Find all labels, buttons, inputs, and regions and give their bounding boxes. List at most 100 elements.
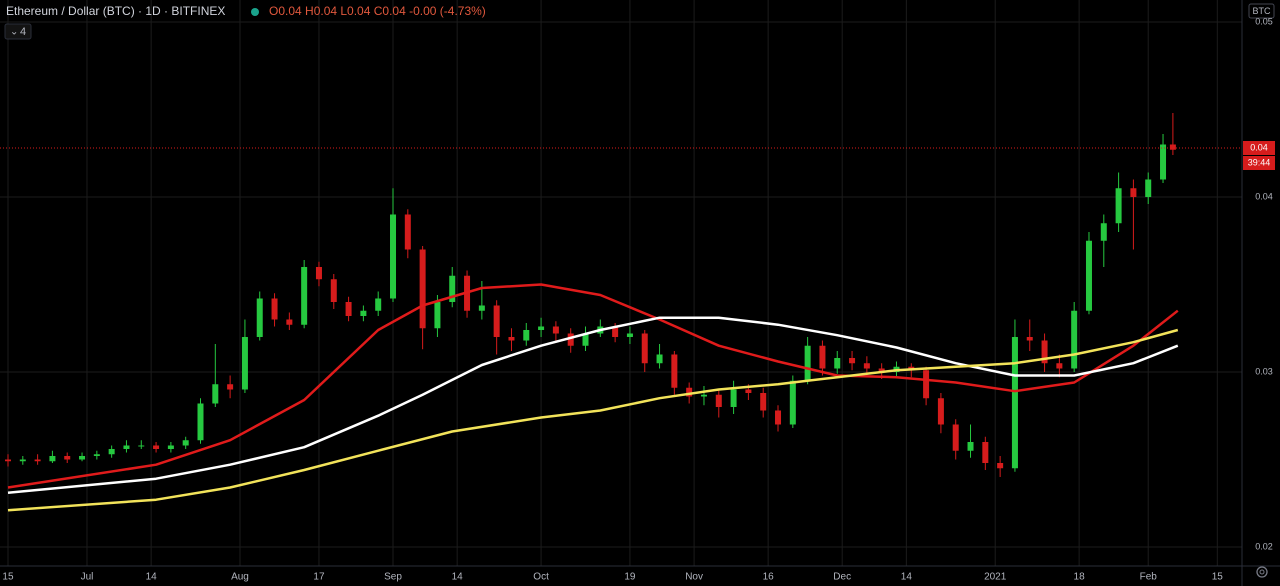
- candle-body: [241, 336, 248, 390]
- candle-body: [508, 336, 515, 341]
- status-dot: [251, 8, 259, 16]
- candle-body: [49, 455, 56, 462]
- candle-body: [1071, 310, 1078, 369]
- candle-body: [626, 333, 633, 337]
- candle-body: [93, 454, 100, 456]
- candle-body: [390, 214, 397, 299]
- indicator-count: 4: [20, 26, 26, 38]
- moving-average: [7, 328, 1179, 512]
- candle-body: [1085, 240, 1092, 311]
- candle-body: [419, 249, 426, 329]
- x-tick-label: Aug: [231, 572, 249, 583]
- candle-body: [967, 441, 974, 451]
- y-tick-label: 0.03: [1255, 366, 1273, 376]
- candle-body: [1145, 179, 1152, 197]
- last-price-label: 0.04: [1250, 142, 1268, 152]
- candle-body: [1026, 336, 1033, 341]
- candle-body: [4, 459, 11, 462]
- candle-body: [760, 392, 767, 411]
- candle-body: [1160, 144, 1167, 180]
- candle-body: [449, 275, 456, 302]
- countdown-badge: [1243, 155, 1275, 170]
- x-tick-label: Sep: [384, 572, 402, 583]
- y-tick-label: 0.05: [1255, 16, 1273, 26]
- moving-average: [7, 316, 1179, 494]
- candle-body: [34, 459, 41, 462]
- candle-body: [212, 384, 219, 404]
- candle-body: [301, 266, 308, 325]
- candle-body: [345, 301, 352, 316]
- candle-body: [863, 363, 870, 369]
- currency-label: BTC: [1253, 6, 1272, 16]
- candle-body: [775, 410, 782, 425]
- candle-body: [612, 326, 619, 337]
- candle-body: [478, 305, 485, 311]
- x-tick-label: 15: [2, 572, 14, 583]
- x-tick-label: Jul: [81, 572, 94, 583]
- candle-body: [789, 380, 796, 425]
- candle-body: [552, 326, 559, 334]
- candle-body: [493, 305, 500, 337]
- candle-body: [182, 440, 189, 446]
- candle-body: [271, 298, 278, 320]
- candle-body: [1056, 363, 1063, 369]
- chart-title: Ethereum / Dollar (BTC) · 1D · BITFINEX: [6, 4, 225, 18]
- candle-body: [360, 310, 367, 316]
- candle-body: [375, 298, 382, 311]
- x-tick-label: 15: [1212, 572, 1224, 583]
- last-price-badge: [1243, 140, 1275, 155]
- x-tick-label: 14: [452, 572, 464, 583]
- candle-body: [315, 266, 322, 280]
- candle-body: [923, 370, 930, 399]
- candle-body: [197, 403, 204, 441]
- candle-body: [330, 279, 337, 302]
- x-tick-label: 2021: [984, 572, 1007, 583]
- candle-body: [937, 398, 944, 425]
- candle-body: [138, 445, 145, 447]
- candle-body: [878, 368, 885, 372]
- candle-body: [64, 455, 71, 460]
- candle-body: [582, 333, 589, 346]
- candle-body: [167, 445, 174, 449]
- candle-body: [997, 462, 1004, 469]
- candle-body: [538, 326, 545, 330]
- candle-body: [1169, 144, 1176, 150]
- candle-body: [1100, 223, 1107, 241]
- candle-body: [730, 389, 737, 407]
- candle-body: [434, 301, 441, 329]
- x-tick-label: Oct: [533, 572, 549, 583]
- candle-body: [982, 441, 989, 463]
- countdown-label: 39:44: [1248, 157, 1271, 167]
- x-tick-label: Nov: [685, 572, 703, 583]
- axes: 0.02 0.03 0.04 0.05 15 Jul 14 Aug 17 Sep 14 Oct 19 No…: [2, 16, 1275, 583]
- x-tick-label: 19: [624, 572, 636, 583]
- candle-body: [567, 333, 574, 346]
- candle-body: [952, 424, 959, 451]
- candle-body: [715, 394, 722, 407]
- settings-icon[interactable]: [1256, 566, 1268, 578]
- candle-body: [1130, 188, 1137, 197]
- candle-body: [1041, 340, 1048, 364]
- candle-body: [849, 357, 856, 364]
- indicator-toggle[interactable]: [4, 23, 32, 40]
- candle-body: [671, 354, 678, 388]
- x-tick-label: 14: [146, 572, 158, 583]
- candle-body: [804, 345, 811, 381]
- y-tick-label: 0.02: [1255, 541, 1273, 551]
- candle-body: [1011, 336, 1018, 469]
- candle-body: [686, 387, 693, 397]
- plot: [0, 112, 1242, 512]
- indicator-chevron: ⌄: [10, 27, 18, 38]
- candle-body: [1115, 188, 1122, 224]
- candle-body: [108, 448, 115, 455]
- candle-body: [256, 298, 263, 337]
- x-tick-label: 16: [763, 572, 775, 583]
- moving-average: [7, 283, 1179, 489]
- y-tick-label: 0.04: [1255, 191, 1273, 201]
- candle-body: [523, 329, 530, 341]
- ohlc-readout: O0.04 H0.04 L0.04 C0.04 -0.00 (-4.73%): [269, 4, 486, 18]
- candle-body: [79, 455, 86, 460]
- currency-badge[interactable]: [1248, 3, 1275, 19]
